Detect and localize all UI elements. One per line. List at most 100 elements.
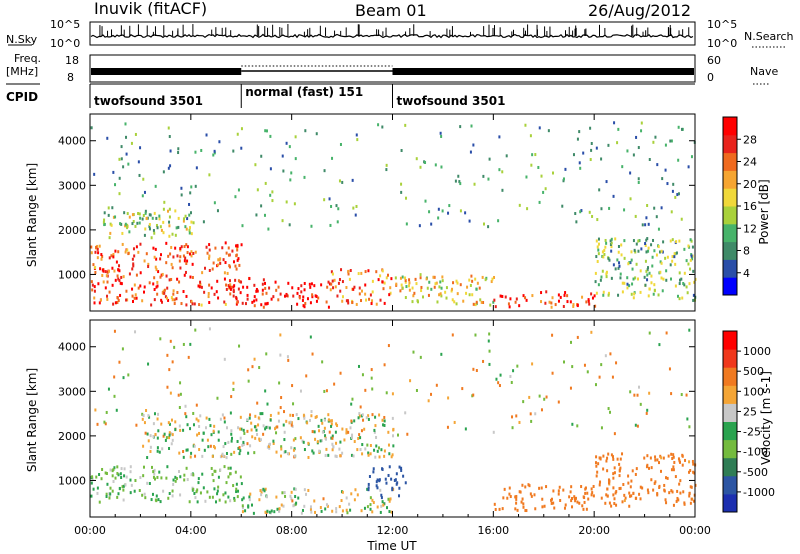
- velocity-pixel: [511, 415, 514, 419]
- velocity-pixel: [213, 469, 216, 473]
- velocity-pixel: [297, 417, 300, 421]
- velocity-pixel: [359, 448, 362, 452]
- power-pixel: [114, 215, 117, 219]
- velocity-pixel: [358, 433, 361, 437]
- power-pixel: [438, 293, 441, 297]
- velocity-pixel: [162, 489, 165, 493]
- velocity-pixel: [216, 492, 219, 496]
- velocity-pixel: [692, 470, 695, 474]
- velocity-pixel: [328, 419, 331, 423]
- power-pixel: [225, 251, 228, 255]
- power-pixel: [292, 294, 295, 298]
- power-pixel: [430, 222, 433, 226]
- power-pixel: [133, 283, 136, 287]
- power-pixel: [170, 277, 173, 281]
- power-pixel: [337, 207, 340, 211]
- velocity-pixel: [492, 430, 495, 434]
- velocity-pixel: [670, 489, 673, 493]
- velocity-pixel: [266, 402, 269, 406]
- velocity-pixel: [312, 451, 315, 455]
- power-pixel: [526, 207, 529, 211]
- velocity-pixel: [262, 424, 265, 428]
- cpid-segment-label: twofsound 3501: [397, 94, 506, 108]
- power-pixel: [459, 209, 462, 213]
- power-pixel: [139, 242, 142, 246]
- velocity-pixel: [308, 418, 311, 422]
- velocity-pixel: [196, 500, 199, 504]
- power-pixel: [661, 177, 664, 181]
- noise-right-tick-bottom: 10^0: [707, 37, 737, 50]
- velocity-pixel: [360, 429, 363, 433]
- velocity-pixel: [138, 489, 141, 493]
- velocity-pixel: [590, 330, 593, 334]
- power-pixel: [653, 249, 656, 253]
- velocity-pixel: [201, 454, 204, 458]
- power-pixel: [100, 257, 103, 261]
- velocity-pixel: [672, 453, 675, 457]
- velocity-pixel: [379, 488, 382, 492]
- power-pixel: [352, 206, 355, 210]
- velocity-pixel: [236, 439, 239, 443]
- freq-left-label-line2: [MHz]: [6, 65, 38, 78]
- velocity-pixel: [293, 487, 296, 491]
- velocity-pixel: [94, 408, 97, 412]
- colorbar-tick-label: -100: [743, 446, 768, 459]
- power-pixel: [138, 221, 141, 225]
- velocity-pixel: [178, 405, 181, 409]
- velocity-pixel: [369, 503, 372, 507]
- power-pixel: [579, 166, 582, 170]
- colorbar-band: [723, 385, 737, 404]
- power-pixel: [524, 123, 527, 127]
- power-pixel: [159, 257, 162, 261]
- power-pixel: [120, 275, 123, 279]
- power-pixel: [640, 129, 643, 133]
- power-pixel: [134, 224, 137, 228]
- velocity-pixel: [347, 430, 350, 434]
- velocity-pixel: [604, 354, 607, 358]
- velocity-pixel: [313, 430, 316, 434]
- power-pixel: [414, 277, 417, 281]
- velocity-pixel: [283, 491, 286, 495]
- power-pixel: [244, 302, 247, 306]
- power-pixel: [180, 245, 183, 249]
- velocity-pixel: [632, 491, 635, 495]
- velocity-pixel: [396, 433, 399, 437]
- power-pixel: [604, 238, 607, 242]
- power-pixel: [208, 256, 211, 260]
- velocity-pixel: [349, 426, 352, 430]
- power-colorbar-label: Power [dB]: [757, 179, 771, 244]
- power-pixel: [618, 264, 621, 268]
- power-pixel: [302, 295, 305, 299]
- power-pixel: [671, 238, 674, 242]
- power-pixel: [306, 297, 309, 301]
- velocity-pixel: [227, 475, 230, 479]
- power-pixel: [678, 239, 681, 243]
- power-pixel: [360, 299, 363, 303]
- power-pixel: [264, 181, 267, 185]
- power-pixel: [404, 280, 407, 284]
- velocity-pixel: [266, 445, 269, 449]
- velocity-pixel: [341, 427, 344, 431]
- power-pixel: [128, 215, 131, 219]
- velocity-pixel: [375, 480, 378, 484]
- velocity-pixel: [108, 493, 111, 497]
- velocity-pixel: [301, 508, 304, 512]
- velocity-pixel: [573, 495, 576, 499]
- velocity-pixel: [356, 448, 359, 452]
- velocity-pixel: [223, 357, 226, 361]
- velocity-pixel: [663, 483, 666, 487]
- power-pixel: [646, 278, 649, 282]
- power-pixel: [264, 286, 267, 290]
- power-pixel: [213, 292, 216, 296]
- power-pixel: [545, 290, 548, 294]
- power-pixel: [176, 277, 179, 281]
- power-pixel: [237, 287, 240, 291]
- velocity-pixel: [670, 452, 673, 456]
- power-pixel: [144, 227, 147, 231]
- velocity-pixel: [225, 481, 228, 485]
- power-pixel: [661, 289, 664, 293]
- power-pixel: [677, 192, 680, 196]
- velocity-pixel: [149, 449, 152, 453]
- power-pixel: [617, 127, 620, 131]
- velocity-pixel: [545, 485, 548, 489]
